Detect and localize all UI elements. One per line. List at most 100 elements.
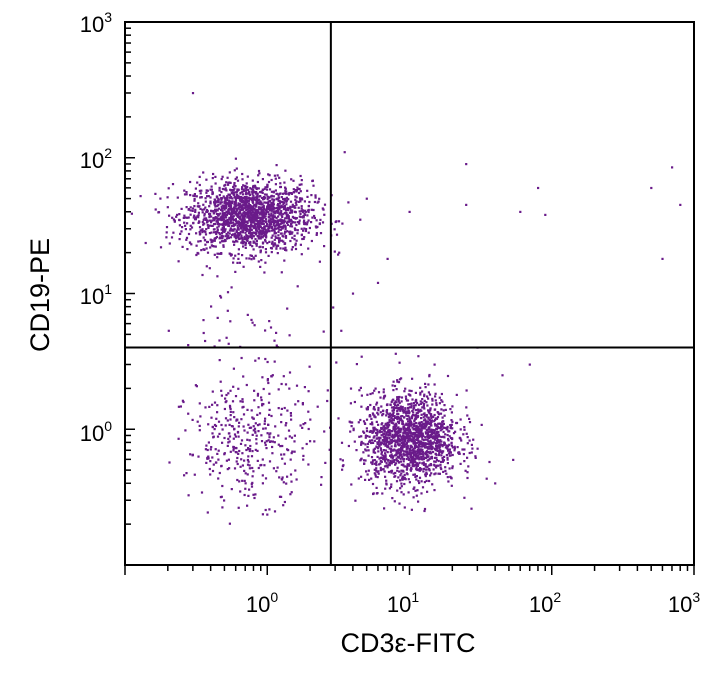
data-point	[247, 235, 250, 238]
data-point	[226, 195, 229, 198]
data-point	[399, 405, 402, 408]
data-point	[377, 423, 380, 426]
data-point	[447, 437, 450, 441]
data-point	[237, 207, 240, 210]
data-point	[220, 205, 223, 208]
data-point	[444, 433, 447, 436]
data-point	[389, 454, 392, 457]
data-point	[302, 458, 305, 461]
data-point	[262, 206, 265, 209]
data-point	[414, 453, 417, 456]
data-point	[241, 178, 244, 181]
data-point	[252, 194, 255, 197]
data-point	[262, 427, 265, 430]
data-point	[204, 339, 207, 343]
data-point	[462, 453, 465, 456]
data-point	[240, 188, 244, 191]
data-point	[241, 208, 244, 211]
data-point	[223, 213, 226, 216]
data-point	[228, 171, 231, 174]
data-point	[412, 411, 415, 414]
data-point	[284, 383, 288, 386]
data-point	[196, 181, 199, 184]
data-point	[267, 173, 270, 176]
data-point	[204, 197, 207, 200]
data-point	[217, 207, 220, 210]
data-point	[385, 427, 388, 430]
data-point	[237, 252, 240, 256]
data-point	[406, 418, 409, 421]
data-point	[223, 211, 226, 215]
data-point	[243, 219, 246, 222]
data-point	[384, 452, 387, 455]
data-point	[394, 406, 397, 410]
data-point	[225, 233, 228, 236]
data-point	[263, 201, 266, 204]
data-point	[450, 411, 453, 414]
data-point	[217, 225, 220, 228]
data-point	[422, 455, 425, 458]
data-point	[248, 191, 251, 194]
data-point	[284, 230, 287, 233]
x-axis-title: CD3ε-FITC	[340, 628, 475, 658]
data-point	[428, 419, 431, 422]
data-point	[412, 487, 415, 490]
data-point	[290, 232, 293, 235]
data-point	[392, 426, 395, 429]
data-point	[213, 345, 216, 348]
data-point	[224, 229, 227, 232]
data-point	[377, 472, 380, 475]
data-point	[286, 220, 289, 223]
y-axis-title: CD19-PE	[25, 238, 55, 352]
data-point	[466, 476, 469, 480]
data-point	[365, 430, 369, 433]
data-point	[468, 451, 471, 455]
data-point	[416, 429, 419, 432]
data-point	[391, 419, 394, 422]
data-point	[263, 216, 266, 219]
data-point	[400, 407, 403, 410]
data-point	[373, 468, 376, 471]
data-point	[358, 389, 361, 392]
data-point	[240, 458, 243, 461]
data-point	[394, 471, 397, 475]
data-point	[293, 450, 296, 453]
data-point	[221, 212, 225, 215]
data-point	[234, 212, 237, 215]
data-point	[244, 215, 247, 218]
data-point	[434, 452, 437, 455]
data-point	[214, 182, 217, 185]
data-point	[384, 455, 387, 459]
data-point	[438, 452, 441, 455]
data-point	[380, 405, 383, 408]
data-point	[401, 434, 404, 438]
data-point	[512, 458, 515, 461]
data-point	[275, 164, 278, 167]
data-point	[385, 431, 388, 434]
data-point	[408, 437, 411, 440]
data-point	[447, 452, 450, 455]
data-point	[405, 399, 408, 402]
data-point	[248, 210, 251, 213]
data-point	[260, 440, 264, 443]
data-point	[289, 205, 292, 208]
data-point	[193, 205, 196, 208]
data-point	[387, 470, 391, 474]
data-point	[438, 435, 441, 438]
data-point	[301, 211, 304, 214]
data-point	[284, 207, 287, 210]
data-point	[280, 221, 283, 224]
data-point	[186, 248, 189, 251]
data-point	[257, 237, 260, 240]
data-point	[383, 458, 386, 461]
data-point	[407, 452, 410, 455]
data-point	[269, 204, 272, 207]
data-point	[519, 210, 522, 213]
data-point	[396, 398, 399, 401]
data-point	[230, 191, 233, 195]
data-point	[392, 418, 395, 421]
data-point	[274, 183, 277, 186]
data-point	[399, 417, 403, 420]
data-point	[451, 446, 454, 449]
data-point	[396, 417, 399, 421]
